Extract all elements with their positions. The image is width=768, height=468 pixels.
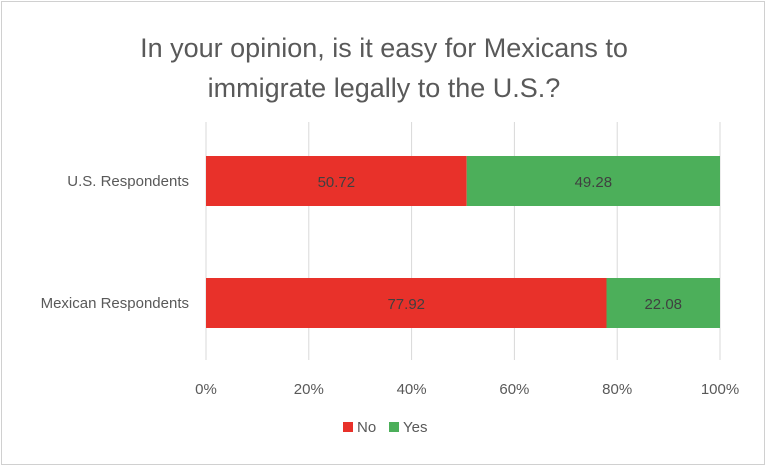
bar-no [206, 278, 607, 328]
data-label: 50.72 [318, 174, 356, 191]
x-tick-label: 40% [397, 381, 427, 398]
data-label: 77.92 [387, 296, 425, 313]
data-label: 22.08 [644, 296, 682, 313]
data-label: 49.28 [575, 174, 613, 191]
x-tick-label: 20% [294, 381, 324, 398]
x-tick-label: 100% [701, 381, 739, 398]
legend-label: Yes [403, 419, 427, 436]
category-label: Mexican Respondents [41, 295, 189, 312]
bar-yes [466, 156, 720, 206]
legend-label: No [357, 419, 376, 436]
x-tick-label: 0% [195, 381, 217, 398]
x-tick-label: 60% [499, 381, 529, 398]
legend-swatch-yes [389, 422, 399, 432]
bar-no [206, 156, 467, 206]
legend-swatch-no [343, 422, 353, 432]
category-label: U.S. Respondents [67, 173, 189, 190]
x-tick-label: 80% [602, 381, 632, 398]
bar-yes [606, 278, 720, 328]
chart-title: In your opinion, is it easy for Mexicans… [140, 33, 628, 103]
